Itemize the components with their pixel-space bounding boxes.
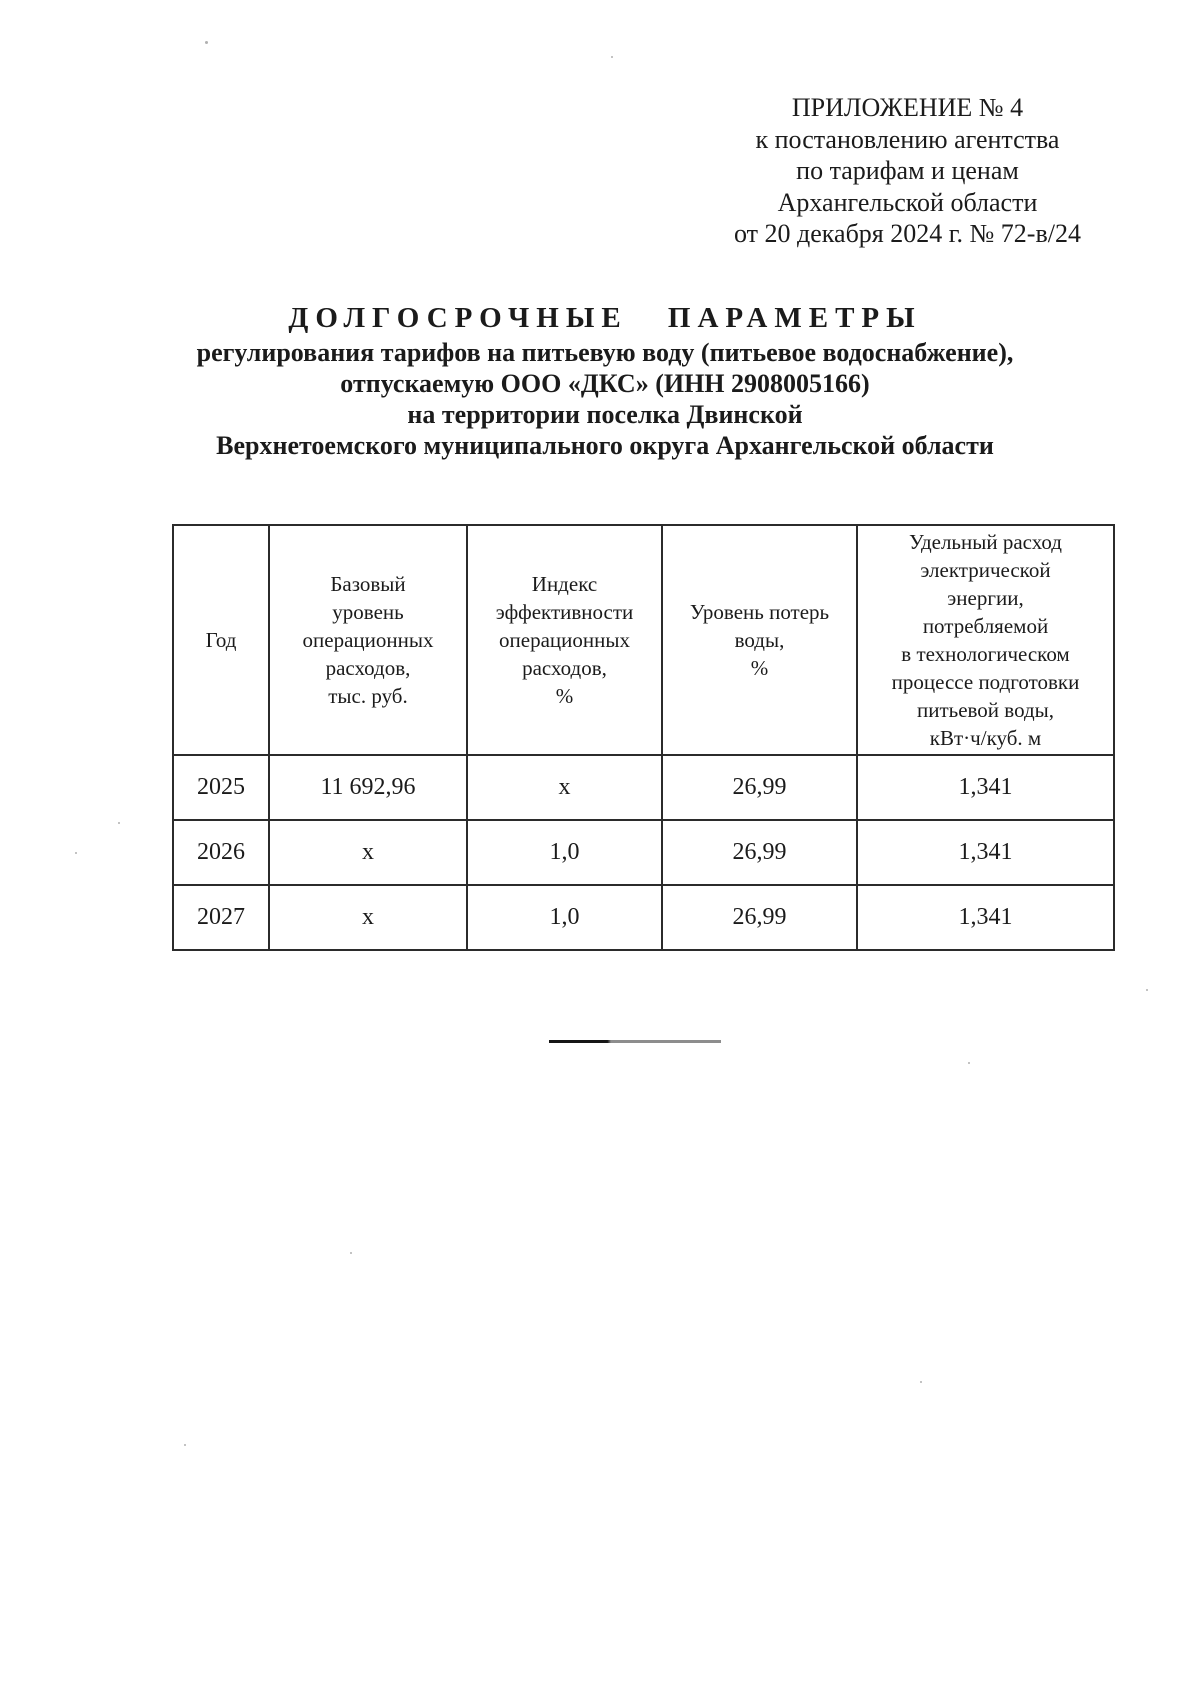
title-line: регулирования тарифов на питьевую воду (… <box>196 338 1014 367</box>
title-line-main: ДОЛГОСРОЧНЫЕ ПАРАМЕТРЫ <box>288 302 922 334</box>
scan-noise-dot <box>1146 989 1148 991</box>
cell-opex-efficiency-index: 1,0 <box>466 884 663 951</box>
cell-opex-efficiency-index: х <box>466 754 663 821</box>
parameters-table-container: Год Базовый уровень операционных расходо… <box>172 524 1115 951</box>
stamp-line-appendix-number: ПРИЛОЖЕНИЕ № 4 <box>791 93 1024 122</box>
cell-opex-efficiency-index: 1,0 <box>466 819 663 886</box>
parameters-table: Год Базовый уровень операционных расходо… <box>172 524 1115 951</box>
stamp-line: по тарифам и ценам <box>796 156 1019 185</box>
title-line: на территории поселка Двинской <box>407 400 803 429</box>
cell-water-loss-level: 26,99 <box>661 884 858 951</box>
scan-noise-dot <box>184 1444 186 1446</box>
scan-noise-dot <box>205 41 208 44</box>
cell-specific-energy-consumption: 1,341 <box>856 884 1115 951</box>
scan-noise-dot <box>350 1252 352 1254</box>
column-header-base-opex: Базовый уровень операционных расходов, т… <box>268 524 468 756</box>
cell-year: 2027 <box>172 884 270 951</box>
stamp-line: к постановлению агентства <box>755 124 1060 154</box>
column-header-opex-efficiency-index: Индекс эффективности операционных расход… <box>466 524 663 756</box>
cell-specific-energy-consumption: 1,341 <box>856 754 1115 821</box>
title-line: Верхнетоемского муниципального округа Ар… <box>216 431 994 460</box>
cell-year: 2025 <box>172 754 270 821</box>
scan-noise-dot <box>920 1381 922 1383</box>
cell-base-opex: 11 692,96 <box>268 754 468 821</box>
document-title: ДОЛГОСРОЧНЫЕ ПАРАМЕТРЫ регулирования тар… <box>95 302 1115 461</box>
column-header-specific-energy-consumption: Удельный расход электрической энергии, п… <box>856 524 1115 756</box>
cell-specific-energy-consumption: 1,341 <box>856 819 1115 886</box>
title-line: отпускаемую ООО «ДКС» (ИНН 2908005166) <box>340 369 870 398</box>
cell-water-loss-level: 26,99 <box>661 819 858 886</box>
table-row: 2026 х 1,0 26,99 1,341 <box>172 819 1115 886</box>
scan-noise-dot <box>611 56 613 58</box>
table-row: 2027 х 1,0 26,99 1,341 <box>172 884 1115 951</box>
column-header-water-loss-level: Уровень потерь воды, % <box>661 524 858 756</box>
scan-noise-dot <box>968 1062 970 1064</box>
table-header-row: Год Базовый уровень операционных расходо… <box>172 524 1115 756</box>
table-row: 2025 11 692,96 х 26,99 1,341 <box>172 754 1115 821</box>
cell-base-opex: х <box>268 819 468 886</box>
separator-line <box>549 1040 721 1043</box>
appendix-stamp-block: ПРИЛОЖЕНИЕ № 4 к постановлению агентства… <box>675 92 1140 250</box>
stamp-line: Архангельской области <box>777 187 1038 217</box>
stamp-line-decree-date: от 20 декабря 2024 г. № 72-в/24 <box>734 219 1081 248</box>
column-header-year: Год <box>172 524 270 756</box>
cell-year: 2026 <box>172 819 270 886</box>
scan-noise-dot <box>75 852 77 854</box>
cell-water-loss-level: 26,99 <box>661 754 858 821</box>
cell-base-opex: х <box>268 884 468 951</box>
scan-noise-dot <box>118 822 120 824</box>
